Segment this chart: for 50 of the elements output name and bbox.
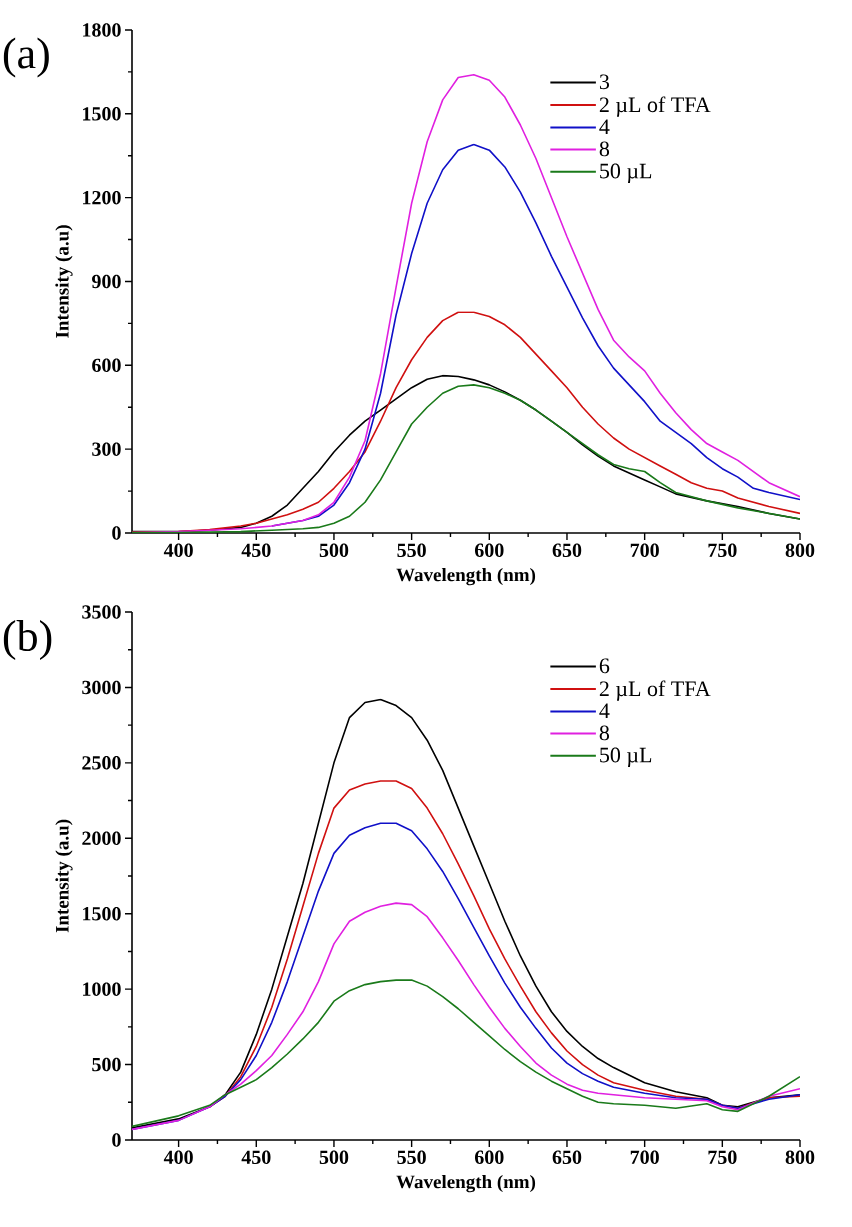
x-tick-label: 550 bbox=[397, 543, 426, 558]
legend-label: 2 µL of TFA bbox=[599, 96, 711, 117]
y-tick-label: 1500 bbox=[83, 107, 121, 121]
legend-label: 8 bbox=[599, 141, 610, 157]
x-tick-label: 650 bbox=[552, 543, 582, 558]
x-tick-label: 500 bbox=[319, 543, 349, 558]
x-tick-label: 450 bbox=[241, 543, 271, 558]
x-tick-label: 750 bbox=[708, 543, 737, 558]
line-series bbox=[132, 902, 800, 1131]
x-tick-label: 600 bbox=[474, 1150, 504, 1165]
y-axis-title: Intensity (a.u) bbox=[55, 819, 73, 933]
legend-label: 4 bbox=[599, 119, 610, 134]
y-tick-label: 2000 bbox=[82, 831, 121, 846]
chart-title: (a) bbox=[3, 37, 49, 78]
x-axis-title: Wavelength (nm) bbox=[396, 1174, 536, 1193]
x-tick-label: 700 bbox=[630, 1150, 659, 1165]
legend-label: 2 µL of TFA bbox=[599, 680, 711, 701]
x-tick-label: 400 bbox=[163, 1150, 193, 1165]
y-tick-label: 1200 bbox=[83, 190, 121, 205]
legend-label: 4 bbox=[599, 703, 610, 718]
y-tick-label: 1000 bbox=[83, 982, 121, 996]
x-tick-label: 500 bbox=[319, 1150, 349, 1165]
y-axis-title: Intensity (a.u) bbox=[55, 225, 73, 338]
x-tick-label: 450 bbox=[241, 1150, 271, 1165]
x-axis-title: Wavelength (nm) bbox=[396, 567, 536, 586]
x-tick-label: 800 bbox=[785, 1150, 815, 1165]
y-tick-label: 300 bbox=[92, 442, 121, 456]
legend-label: 8 bbox=[599, 725, 610, 741]
y-tick-label: 600 bbox=[92, 358, 121, 373]
y-tick-label: 0 bbox=[112, 1133, 121, 1147]
legend-label: 50 µL bbox=[600, 747, 652, 767]
y-tick-label: 900 bbox=[92, 274, 121, 289]
y-tick-label: 1500 bbox=[83, 906, 121, 921]
y-tick-label: 2500 bbox=[82, 756, 121, 770]
x-tick-label: 700 bbox=[630, 543, 659, 558]
chart-title: (b) bbox=[3, 620, 52, 660]
y-tick-label: 500 bbox=[92, 1057, 121, 1072]
y-tick-label: 1800 bbox=[83, 23, 121, 37]
legend-label: 3 bbox=[599, 74, 610, 90]
legend-label: 50 µL bbox=[600, 163, 652, 183]
x-tick-label: 400 bbox=[163, 543, 193, 558]
y-tick-label: 3500 bbox=[82, 605, 121, 619]
y-tick-label: 0 bbox=[112, 526, 121, 540]
y-tick-label: 3000 bbox=[82, 680, 121, 695]
x-tick-label: 600 bbox=[474, 543, 504, 558]
x-tick-label: 750 bbox=[708, 1150, 737, 1165]
legend-label: 6 bbox=[599, 658, 610, 674]
x-tick-label: 550 bbox=[397, 1150, 426, 1165]
x-tick-label: 800 bbox=[785, 543, 815, 558]
x-tick-label: 650 bbox=[552, 1150, 582, 1165]
